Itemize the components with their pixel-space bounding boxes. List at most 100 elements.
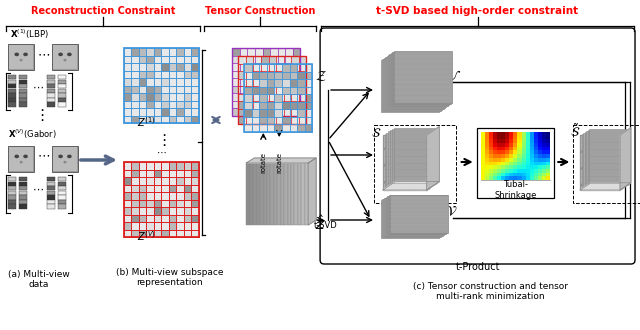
Polygon shape [387,133,430,187]
Bar [297,72,305,79]
Bar [139,192,146,200]
Bar [259,102,267,109]
Bar [501,132,505,136]
Bar [530,158,534,162]
Bar [509,136,513,139]
Bar [385,198,443,236]
Bar [58,80,66,84]
Bar [522,147,525,150]
Bar [19,75,27,79]
Bar [244,64,252,72]
Bar [542,169,546,173]
Bar [489,147,493,150]
Bar [501,158,505,162]
Bar [538,165,542,169]
Bar [305,72,312,79]
Bar [285,93,292,101]
Bar [19,84,27,88]
Bar [284,163,287,225]
Bar [260,163,264,225]
Text: $\vdots$: $\vdots$ [34,107,44,123]
Bar [513,147,518,150]
Bar [269,86,276,94]
Bar [481,158,484,162]
Bar [124,207,131,214]
Polygon shape [385,134,429,189]
Bar [184,101,191,108]
Bar [253,79,261,86]
Bar [297,102,305,109]
Bar [522,154,525,158]
Bar [546,176,550,180]
Bar [542,136,546,139]
Bar [538,136,542,139]
Bar [58,200,66,204]
Bar [146,85,154,93]
Bar [525,169,530,173]
Bar [248,78,255,86]
Bar [484,132,489,136]
Bar [8,200,16,204]
Bar [154,48,161,55]
Bar [534,132,538,136]
Bar [292,101,300,109]
Bar [289,102,297,109]
Bar [161,229,168,237]
Bar [146,229,154,237]
Ellipse shape [63,59,67,61]
Bar [497,154,501,158]
Bar [184,207,191,214]
Bar [146,177,154,184]
Bar [248,86,255,93]
Bar [297,87,305,94]
Bar [276,79,284,86]
Bar [382,199,440,237]
Bar [261,86,269,94]
Text: $\cdots$: $\cdots$ [32,184,44,194]
Bar [299,56,306,64]
Bar [534,147,538,150]
Polygon shape [383,135,427,190]
Bar [261,94,269,101]
Bar [58,93,66,98]
Bar [381,60,438,112]
Text: (a) Multi-view
data: (a) Multi-view data [8,270,70,289]
Bar [191,177,198,184]
Bar [191,48,198,55]
Bar [269,56,276,64]
Bar [538,173,542,176]
Bar [497,139,501,143]
Bar [278,93,285,101]
Bar [238,71,246,79]
Bar [509,143,513,147]
Bar [538,169,542,173]
Bar [501,154,505,158]
Bar [305,102,312,109]
Bar [267,102,275,109]
Bar [518,132,522,136]
Bar [244,109,252,117]
Bar [493,169,497,173]
Bar [270,71,278,78]
Bar [264,163,267,225]
Bar [489,162,493,165]
Bar [505,176,509,180]
Bar [289,64,297,72]
Bar [505,139,509,143]
Bar [139,200,146,207]
Bar [522,165,525,169]
Bar [489,132,493,136]
Bar [509,169,513,173]
Bar [518,162,522,165]
Bar [255,101,262,109]
Bar [522,173,525,176]
Bar [161,101,168,108]
Bar [493,132,497,136]
Bar [538,154,542,158]
Bar [282,87,289,94]
Ellipse shape [63,161,67,163]
Bar [58,98,66,102]
Bar [8,89,16,93]
Bar [161,63,168,71]
Bar [191,214,198,222]
